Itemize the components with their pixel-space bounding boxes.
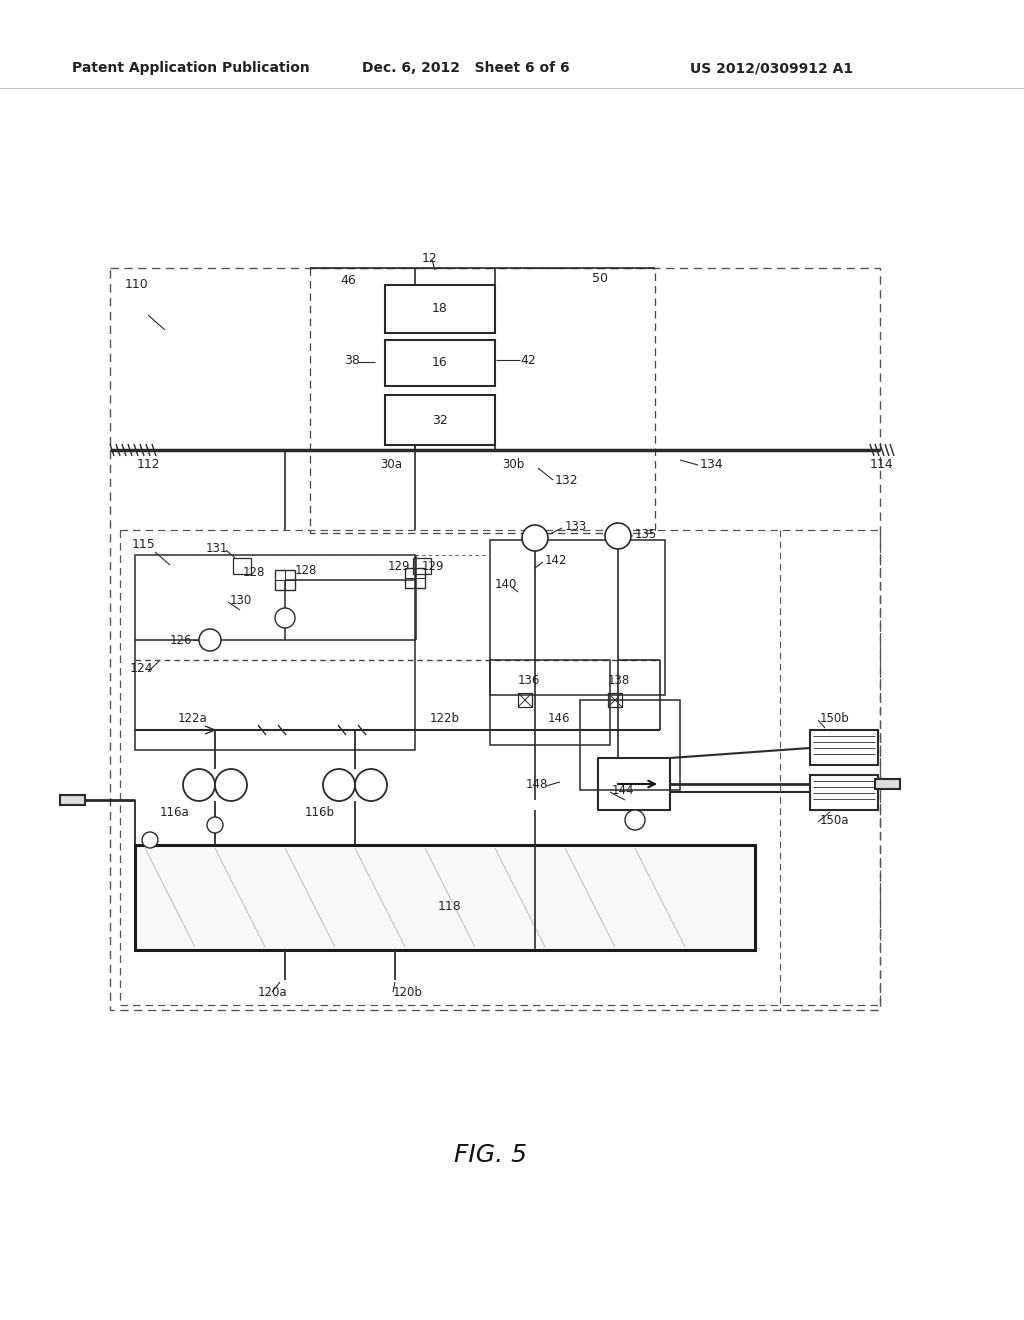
Text: 115: 115: [132, 537, 156, 550]
Circle shape: [625, 810, 645, 830]
Circle shape: [199, 630, 221, 651]
Bar: [60, 795, 85, 805]
Bar: [385, 285, 495, 333]
Text: Dec. 6, 2012   Sheet 6 of 6: Dec. 6, 2012 Sheet 6 of 6: [362, 61, 569, 75]
Bar: [110, 268, 880, 1010]
Text: 46: 46: [340, 273, 356, 286]
Text: 30b: 30b: [502, 458, 524, 470]
Bar: [874, 779, 900, 789]
Text: 126: 126: [170, 634, 193, 647]
Circle shape: [142, 832, 158, 847]
Bar: [413, 558, 431, 574]
Bar: [135, 845, 755, 950]
Text: 122b: 122b: [430, 711, 460, 725]
Bar: [490, 540, 665, 696]
Text: 118: 118: [438, 900, 462, 913]
Text: 129: 129: [387, 560, 410, 573]
Text: 148: 148: [525, 777, 548, 791]
Text: 12: 12: [422, 252, 438, 264]
Bar: [598, 758, 670, 810]
Text: 134: 134: [700, 458, 724, 470]
Bar: [406, 568, 425, 587]
Circle shape: [522, 525, 548, 550]
Text: 114: 114: [870, 458, 894, 470]
Circle shape: [215, 770, 247, 801]
Text: 128: 128: [295, 564, 317, 577]
Text: 30a: 30a: [380, 458, 402, 470]
Bar: [518, 693, 532, 708]
Text: 18: 18: [432, 302, 447, 315]
Text: 132: 132: [555, 474, 579, 487]
Text: 50: 50: [592, 272, 608, 285]
Bar: [385, 341, 495, 385]
Bar: [810, 730, 878, 766]
Text: 112: 112: [136, 458, 160, 470]
Text: 38: 38: [344, 354, 360, 367]
Bar: [580, 700, 680, 789]
Text: 120a: 120a: [257, 986, 287, 998]
Bar: [275, 570, 295, 590]
Bar: [120, 531, 880, 1005]
Text: 135: 135: [635, 528, 657, 540]
Text: 122a: 122a: [178, 711, 208, 725]
Text: 116b: 116b: [305, 807, 335, 820]
Text: 32: 32: [432, 413, 447, 426]
Text: 150a: 150a: [820, 813, 850, 826]
Text: 16: 16: [432, 356, 447, 370]
Text: 146: 146: [548, 711, 570, 725]
Bar: [608, 693, 622, 708]
Bar: [385, 395, 495, 445]
Bar: [135, 554, 415, 750]
Text: Patent Application Publication: Patent Application Publication: [72, 61, 309, 75]
Text: 129: 129: [422, 560, 444, 573]
Text: 120b: 120b: [393, 986, 423, 998]
Text: 110: 110: [125, 279, 148, 292]
Text: FIG. 5: FIG. 5: [454, 1143, 526, 1167]
Circle shape: [275, 609, 295, 628]
Text: 140: 140: [495, 578, 517, 591]
Bar: [810, 775, 878, 810]
Text: 128: 128: [243, 565, 265, 578]
Text: 142: 142: [545, 553, 567, 566]
Circle shape: [605, 523, 631, 549]
Text: US 2012/0309912 A1: US 2012/0309912 A1: [690, 61, 853, 75]
Circle shape: [355, 770, 387, 801]
Text: 124: 124: [130, 661, 154, 675]
Circle shape: [323, 770, 355, 801]
Text: 144: 144: [612, 784, 635, 796]
Text: 131: 131: [206, 541, 228, 554]
Bar: [490, 660, 610, 744]
Bar: [310, 268, 655, 533]
Text: 138: 138: [608, 673, 630, 686]
Text: 130: 130: [230, 594, 252, 606]
Bar: [233, 558, 251, 574]
Text: 42: 42: [520, 354, 536, 367]
Text: 136: 136: [518, 673, 541, 686]
Circle shape: [207, 817, 223, 833]
Circle shape: [183, 770, 215, 801]
Text: 133: 133: [565, 520, 587, 532]
Text: 150b: 150b: [820, 711, 850, 725]
Text: 116a: 116a: [160, 807, 189, 820]
